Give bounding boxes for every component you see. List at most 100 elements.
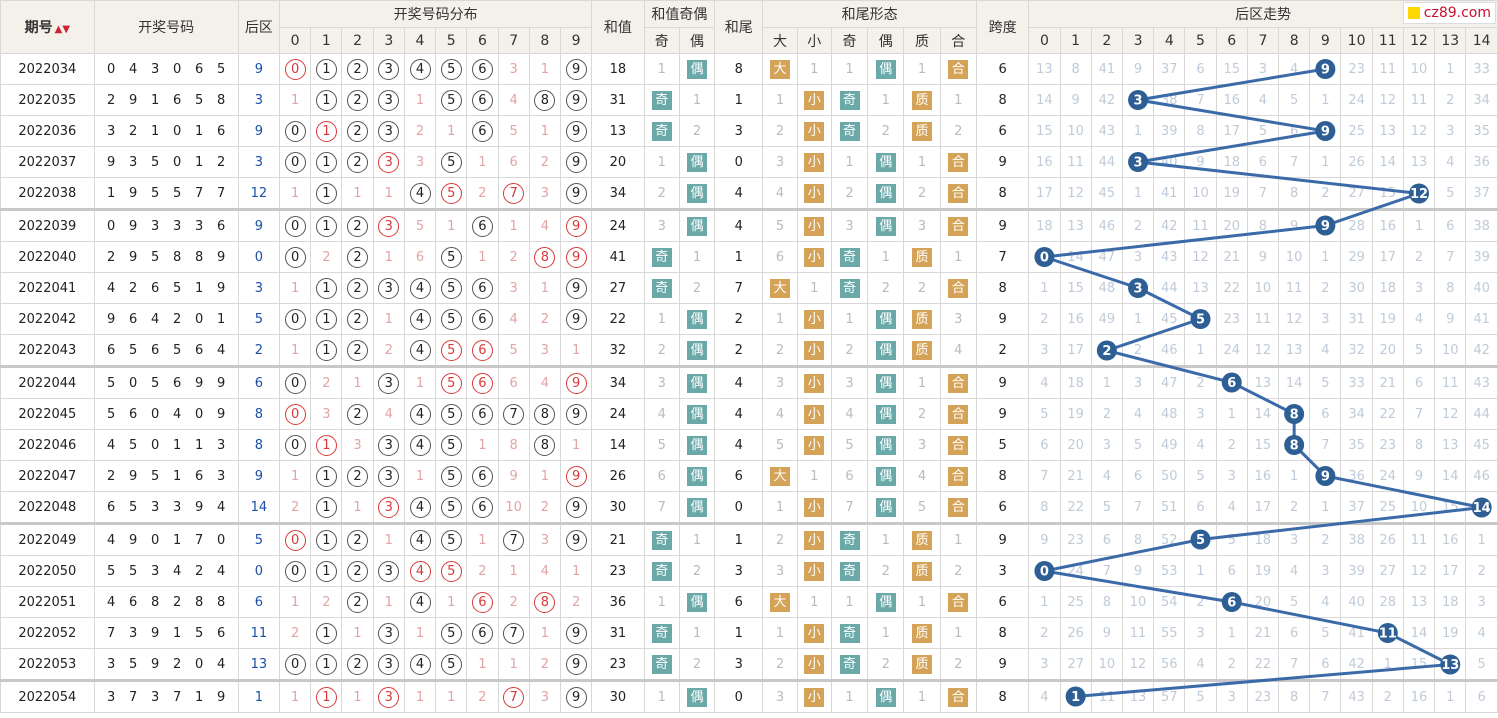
trend-cell: 52 — [1153, 522, 1186, 556]
dist-cell: 1 — [279, 586, 312, 618]
number-ball: 8 — [534, 89, 556, 111]
dist-cell: 3 — [372, 460, 405, 492]
trend-cell: 24 — [1059, 555, 1092, 587]
trend-cell — [1121, 84, 1155, 116]
number-ball: 6 — [471, 215, 493, 237]
sum-even-cell: 1 — [678, 84, 716, 116]
draw-digit: 9 — [151, 656, 160, 672]
distribution-header: 开奖号码分布 — [279, 0, 593, 28]
tail-value: 4 — [714, 208, 764, 242]
tail-prime-cell: 质 — [903, 617, 941, 649]
trend-cell: 21 — [1371, 365, 1404, 399]
trend-col-header: 9 — [1309, 27, 1342, 54]
tail-even-cell: 2 — [867, 555, 905, 587]
dist-cell: 6 — [403, 241, 437, 273]
back-header: 后区 — [237, 0, 281, 54]
tail-odd-cell: 奇 — [830, 115, 869, 147]
trend-cell: 1 — [1309, 241, 1342, 273]
trend-cell: 11 — [1402, 522, 1436, 556]
tail-value: 1 — [714, 617, 764, 649]
draw-digit: 8 — [217, 92, 226, 108]
sum-odd-cell-tag: 奇 — [651, 247, 672, 267]
trend-cell: 13 — [1059, 208, 1092, 242]
sum-odd-cell-tag: 奇 — [651, 561, 672, 581]
trend-cell: 7 — [1090, 555, 1123, 587]
draw-digit: 4 — [107, 280, 116, 296]
trend-cell: 2 — [1402, 241, 1436, 273]
dist-cell: 5 — [435, 272, 468, 304]
tail-small-cell: 小 — [796, 491, 832, 524]
trend-cell: 20 — [1215, 208, 1248, 242]
tail-composite-cell-tag: 合 — [948, 278, 969, 298]
trend-cell: 19 — [1246, 555, 1280, 587]
tail-odd-cell: 奇 — [830, 84, 869, 116]
site-logo[interactable]: cz89.com — [1402, 2, 1496, 24]
table-row: 2022046 4 5 0 1 1 3 8 0 1 3 3 4 5 1 8 8 1 14 5 偶 4 5 小 5 偶 3 合 5 6 20 3… — [0, 429, 1498, 461]
issue-cell: 2022040 — [0, 241, 95, 273]
number-ball: 4 — [409, 182, 431, 204]
dist-cell: 9 — [497, 460, 530, 492]
trend-cell: 1 — [1121, 303, 1155, 335]
tail-odd-cell-tag: 奇 — [839, 561, 860, 581]
dist-cell: 7 — [497, 679, 530, 713]
back-number: 5 — [237, 303, 281, 335]
trend-cell: 47 — [1090, 241, 1123, 273]
number-ball: 6 — [471, 339, 493, 361]
tail-value: 4 — [714, 365, 764, 399]
trend-cell: 46 — [1465, 460, 1498, 492]
number-ball: 2 — [347, 403, 369, 425]
tail-composite-cell-tag: 合 — [948, 466, 969, 486]
dist-cell: 6 — [466, 460, 499, 492]
tail-prime-cell: 5 — [903, 491, 941, 524]
trend-cell: 20 — [1371, 334, 1404, 367]
tail-prime-cell: 质 — [903, 115, 941, 147]
tail-small-header: 小 — [796, 27, 832, 54]
sum-value: 41 — [591, 241, 645, 273]
tail-big-cell: 1 — [762, 617, 798, 649]
tail-composite-cell: 合 — [939, 53, 977, 85]
trend-cell: 48 — [1153, 398, 1186, 430]
trend-cell — [1309, 115, 1342, 147]
draw-digit: 3 — [195, 218, 204, 234]
issue-cell: 2022035 — [0, 84, 95, 116]
dist-cell: 2 — [341, 303, 374, 335]
sum-even-cell-tag: 偶 — [686, 687, 707, 707]
sum-even-cell: 2 — [678, 115, 716, 147]
draw-digit: 4 — [151, 311, 160, 327]
trend-cell: 1 — [1434, 53, 1467, 85]
table-row: 2022043 6 5 6 5 6 4 2 1 1 2 2 4 5 6 5 3 1 32 2 偶 2 2 小 2 偶质 4 2 3 17 2… — [0, 334, 1498, 367]
tail-composite-cell: 合 — [939, 208, 977, 242]
table-row: 2022044 5 0 5 6 9 9 6 0 2 1 3 1 5 6 6 4 9 34 3 偶 4 3 小 3 偶 1 合 9 4 18 1… — [0, 365, 1498, 399]
sum-even-cell: 2 — [678, 555, 716, 587]
trend-cell: 16 — [1434, 522, 1467, 556]
number-ball: 5 — [440, 434, 462, 456]
draw-digit: 8 — [173, 249, 182, 265]
draw-digit: 0 — [195, 656, 204, 672]
tail-big-cell: 2 — [762, 115, 798, 147]
trend-cell: 11 — [1121, 617, 1155, 649]
dist-cell: 3 — [403, 146, 437, 178]
trend-cell: 33 — [1465, 53, 1498, 85]
draw-digit: 5 — [129, 437, 138, 453]
issue-header[interactable]: 期号 ▲▼ — [0, 0, 95, 54]
tail-small-cell: 小 — [796, 241, 832, 273]
trend-cell: 25 — [1371, 491, 1404, 524]
tail-value: 8 — [714, 53, 764, 85]
sort-icon[interactable]: ▲▼ — [54, 24, 71, 35]
tail-even-cell-tag: 偶 — [875, 183, 896, 203]
trend-col-header: 13 — [1434, 27, 1467, 54]
dist-cell: 4 — [497, 84, 530, 116]
trend-cell: 7 — [1278, 648, 1311, 681]
trend-cell: 15 — [1028, 115, 1061, 147]
trend-cell: 51 — [1153, 491, 1186, 524]
sum-even-cell: 偶 — [678, 334, 716, 367]
tail-odd-cell: 奇 — [830, 617, 869, 649]
dist-cell: 8 — [497, 429, 530, 461]
dist-cell: 8 — [528, 84, 561, 116]
number-ball: 5 — [440, 529, 462, 551]
trend-cell: 22 — [1246, 648, 1280, 681]
table-row: 2022037 9 3 5 0 1 2 3 0 1 2 3 3 5 1 6 2 9 20 1 偶 0 3 小 1 偶 1 合 9 16 11… — [0, 146, 1498, 178]
